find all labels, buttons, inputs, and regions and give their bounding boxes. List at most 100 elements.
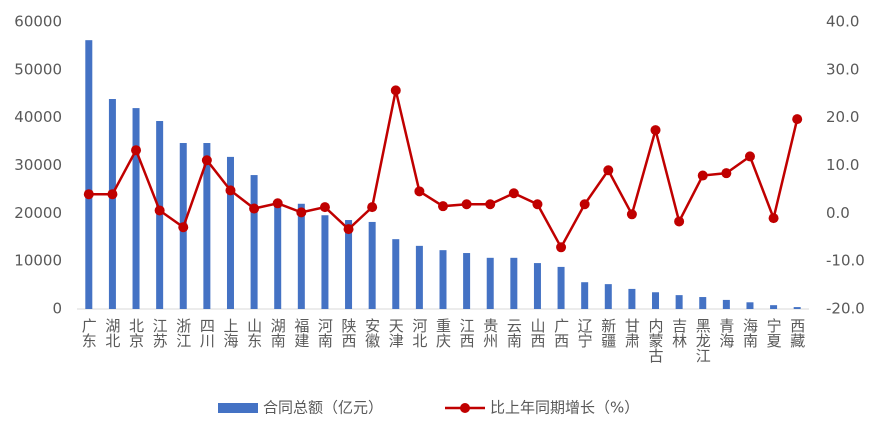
bar bbox=[581, 282, 589, 309]
bar bbox=[510, 257, 518, 309]
x-tick-label: 江西 bbox=[458, 318, 476, 348]
bar bbox=[132, 108, 140, 309]
bar bbox=[274, 201, 282, 309]
bar bbox=[770, 305, 778, 309]
x-tick-label: 北京 bbox=[127, 318, 145, 349]
marker bbox=[154, 205, 165, 216]
marker bbox=[792, 114, 803, 125]
bar bbox=[439, 250, 447, 309]
bar bbox=[226, 156, 234, 309]
bar bbox=[321, 215, 329, 309]
marker bbox=[650, 125, 661, 136]
y2-tick-label: 40.0 bbox=[826, 13, 859, 31]
marker bbox=[296, 207, 307, 218]
y-tick-label: 20000 bbox=[14, 204, 62, 222]
bar bbox=[533, 263, 541, 309]
y2-tick-label: 0.0 bbox=[826, 204, 850, 222]
x-tick-label: 广西 bbox=[552, 318, 570, 348]
y-tick-label: 40000 bbox=[14, 108, 62, 126]
marker bbox=[626, 209, 637, 220]
legend-swatch bbox=[218, 403, 258, 413]
marker bbox=[83, 189, 94, 200]
x-tick-label: 重庆 bbox=[434, 318, 452, 348]
marker bbox=[131, 145, 142, 156]
x-tick-label: 吉林 bbox=[670, 318, 688, 348]
x-tick-label: 海南 bbox=[741, 318, 759, 348]
marker bbox=[579, 199, 590, 210]
x-tick-label: 河北 bbox=[410, 318, 428, 348]
marker bbox=[107, 189, 118, 200]
x-tick-label: 浙江 bbox=[174, 318, 192, 348]
bar bbox=[486, 257, 494, 309]
marker bbox=[744, 151, 755, 162]
legend-label: 比上年同期增长（%） bbox=[490, 399, 639, 417]
marker bbox=[201, 155, 212, 166]
y2-tick-label: 30.0 bbox=[826, 60, 859, 78]
x-tick-label: 河南 bbox=[316, 318, 334, 348]
x-tick-label: 黑龙江 bbox=[694, 318, 712, 363]
x-tick-label: 上海 bbox=[221, 318, 239, 348]
bar bbox=[604, 284, 612, 309]
marker bbox=[367, 202, 378, 213]
x-tick-label: 福建 bbox=[292, 318, 310, 348]
marker bbox=[272, 198, 283, 209]
marker bbox=[461, 199, 472, 210]
x-tick-label: 江苏 bbox=[151, 318, 169, 349]
bar bbox=[345, 220, 353, 309]
marker bbox=[319, 202, 330, 213]
marker bbox=[603, 165, 614, 176]
marker bbox=[697, 170, 708, 181]
marker bbox=[532, 199, 543, 210]
bar bbox=[628, 288, 636, 309]
bar bbox=[108, 99, 116, 310]
legend-label: 合同总额（亿元） bbox=[263, 399, 383, 417]
bar bbox=[203, 143, 211, 309]
x-tick-label: 陕西 bbox=[340, 318, 358, 348]
bar bbox=[675, 295, 683, 309]
marker bbox=[485, 199, 496, 210]
bar bbox=[392, 239, 400, 309]
y-tick-label: 0 bbox=[52, 300, 62, 318]
x-tick-label: 新疆 bbox=[599, 318, 617, 348]
bar bbox=[793, 307, 801, 309]
marker bbox=[438, 201, 448, 212]
y2-tick-label: 20.0 bbox=[826, 108, 859, 126]
bar bbox=[250, 175, 258, 309]
x-tick-label: 西藏 bbox=[788, 318, 806, 349]
y2-tick-label: 10.0 bbox=[826, 156, 859, 174]
y-tick-label: 50000 bbox=[14, 60, 62, 78]
x-tick-label: 云南 bbox=[505, 318, 523, 348]
x-tick-label: 四川 bbox=[198, 318, 216, 348]
line bbox=[88, 90, 799, 250]
legend-swatch bbox=[460, 403, 470, 413]
x-tick-label: 安徽 bbox=[363, 318, 381, 348]
bar bbox=[699, 297, 707, 309]
marker bbox=[390, 85, 401, 96]
marker bbox=[556, 242, 567, 253]
marker bbox=[225, 185, 236, 196]
y2-tick-label: -10.0 bbox=[826, 252, 865, 270]
x-tick-label: 青海 bbox=[717, 318, 735, 348]
x-tick-label: 湖北 bbox=[103, 318, 121, 348]
y2-tick-label: -20.0 bbox=[826, 300, 865, 318]
marker bbox=[768, 213, 779, 224]
bar bbox=[85, 40, 93, 309]
y-tick-label: 60000 bbox=[14, 13, 62, 31]
x-tick-label: 宁夏 bbox=[765, 318, 783, 348]
marker bbox=[249, 203, 260, 214]
bar bbox=[746, 302, 754, 309]
bar bbox=[722, 299, 730, 309]
marker bbox=[343, 224, 354, 235]
x-tick-label: 甘肃 bbox=[623, 318, 641, 348]
x-tick-label: 广东 bbox=[80, 318, 98, 348]
x-tick-label: 贵州 bbox=[481, 318, 499, 348]
marker bbox=[508, 188, 519, 199]
marker bbox=[178, 222, 189, 233]
x-tick-label: 内蒙古 bbox=[647, 318, 665, 363]
x-tick-label: 山西 bbox=[528, 318, 546, 348]
x-tick-label: 辽宁 bbox=[576, 318, 594, 348]
marker bbox=[721, 168, 732, 179]
x-tick-label: 山东 bbox=[245, 318, 263, 348]
bar bbox=[297, 203, 305, 309]
